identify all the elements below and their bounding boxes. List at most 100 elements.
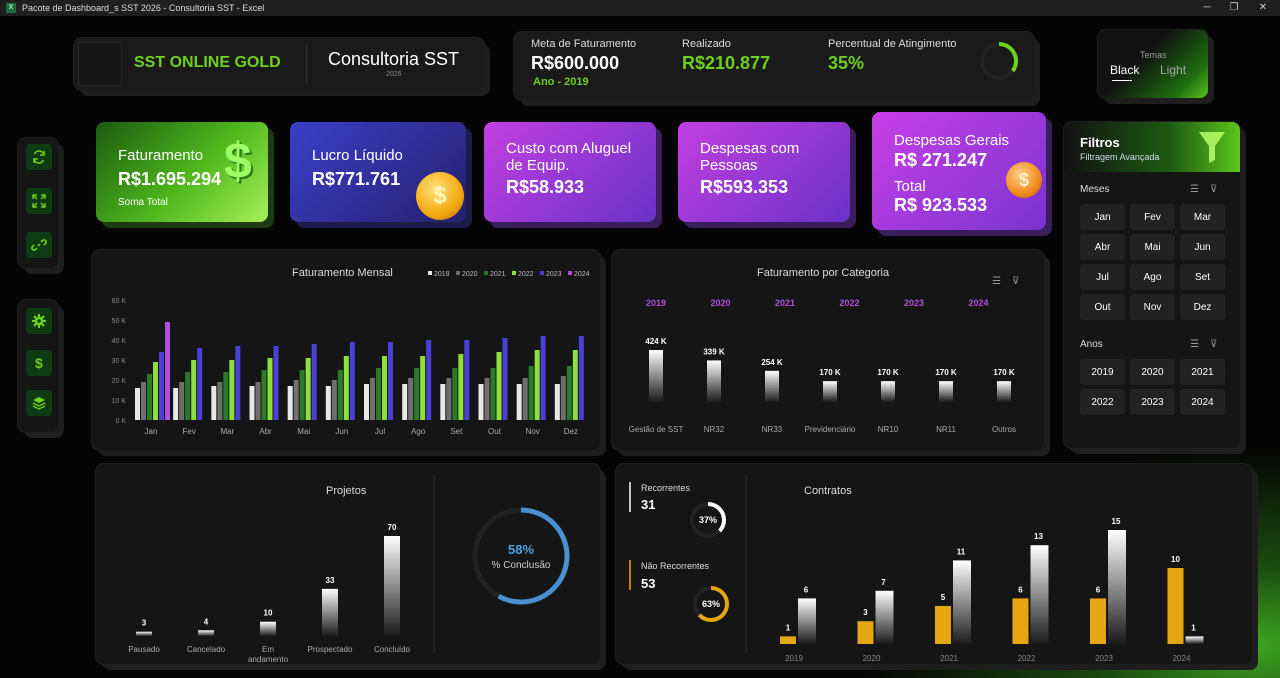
contract-bar-Não Recorrentes-2021 — [935, 606, 951, 644]
category-clear-filter-icon[interactable]: ⊽ — [1012, 276, 1019, 287]
category-header-year: 2024 — [968, 298, 988, 308]
bar-2022-Jan — [153, 362, 158, 420]
contract-x-label: 2023 — [1095, 654, 1113, 663]
contract-bar-Recorrentes-2023 — [1108, 530, 1126, 644]
filter-years-2023[interactable]: 2023 — [1130, 389, 1175, 415]
bar-2021-Abr — [261, 370, 267, 420]
x-tick-label: Fev — [182, 427, 195, 436]
window-title: Pacote de Dashboard_s SST 2026 - Consult… — [22, 3, 265, 13]
theme-light-option[interactable]: Light — [1160, 63, 1187, 77]
months-label: Meses — [1080, 184, 1110, 195]
filter-years-2020[interactable]: 2020 — [1130, 359, 1175, 385]
project-value-label: 33 — [326, 576, 335, 585]
filter-months-jan[interactable]: Jan — [1080, 204, 1125, 230]
legend-swatch-2021 — [484, 271, 488, 275]
monthly-chart-title: Faturamento Mensal — [292, 267, 393, 279]
bar-2021-Mai — [299, 370, 305, 420]
company-name: Consultoria SST — [328, 49, 460, 69]
contract-x-label: 2019 — [785, 654, 803, 663]
settings-button[interactable] — [26, 308, 52, 334]
contract-x-label: 2021 — [940, 654, 958, 663]
refresh-button[interactable] — [26, 144, 52, 170]
legend-swatch-2024 — [568, 271, 572, 275]
category-chart-title: Faturamento por Categoria — [757, 267, 890, 279]
contract-bar-Não Recorrentes-2024 — [1167, 568, 1184, 644]
filter-years-2019[interactable]: 2019 — [1080, 359, 1125, 385]
category-value-label: 254 K — [761, 358, 783, 367]
nao-recorrentes-percent: 63% — [702, 599, 720, 609]
bar-2020-Abr — [255, 382, 261, 420]
meta-label: Meta de Faturamento — [531, 38, 637, 50]
bar-2020-Set — [446, 378, 452, 420]
filter-years-2021[interactable]: 2021 — [1180, 359, 1225, 385]
months-multiselect-icon[interactable]: ☰ — [1190, 184, 1199, 195]
years-clear-filter-icon[interactable]: ⊽ — [1210, 339, 1218, 350]
restore-button[interactable]: ❐ — [1229, 2, 1239, 13]
bar-2023-Mai — [311, 344, 317, 420]
close-button[interactable]: ✕ — [1258, 2, 1268, 13]
contract-bar-Não Recorrentes-2020 — [857, 621, 874, 644]
bar-2022-Out — [496, 352, 502, 420]
category-multiselect-icon[interactable]: ☰ — [992, 276, 1001, 287]
contract-value-label: 15 — [1112, 517, 1121, 526]
bar-2023-Jun — [349, 342, 355, 420]
finance-button[interactable]: $ — [26, 350, 52, 376]
category-bar-5 — [939, 381, 953, 402]
filters-header: Filtros Filtragem Avançada — [1064, 122, 1240, 172]
category-bar-1 — [707, 360, 721, 402]
filter-years-2022[interactable]: 2022 — [1080, 389, 1125, 415]
bar-2020-Out — [484, 378, 490, 420]
category-x-label: NR11 — [936, 425, 956, 434]
category-x-label: Previdenciário — [805, 425, 856, 434]
theme-black-option[interactable]: Black — [1110, 63, 1140, 77]
minimize-button[interactable]: ─ — [1203, 2, 1211, 13]
bar-2023-Mar — [235, 346, 241, 420]
filter-months-dez[interactable]: Dez — [1180, 294, 1225, 320]
filter-months-mar[interactable]: Mar — [1180, 204, 1225, 230]
filter-months-jul[interactable]: Jul — [1080, 264, 1125, 290]
category-revenue-chart: Faturamento por Categoria ☰ ⊽ 2019 2020 20… — [629, 267, 1020, 434]
years-multiselect-icon[interactable]: ☰ — [1190, 339, 1199, 350]
bar-2022-Mar — [229, 360, 235, 420]
category-value-label: 339 K — [703, 347, 725, 356]
filter-months-out[interactable]: Out — [1080, 294, 1125, 320]
contract-bar-Recorrentes-2021 — [953, 560, 971, 644]
contract-bar-Não Recorrentes-2022 — [1012, 598, 1029, 644]
category-revenue-panel: Faturamento por Categoria ☰ ⊽ 2019 2020 20… — [612, 250, 1044, 450]
filter-months-set[interactable]: Set — [1180, 264, 1225, 290]
filter-months-jun[interactable]: Jun — [1180, 234, 1225, 260]
logo-placeholder — [78, 42, 122, 86]
legend-swatch-2019 — [428, 271, 432, 275]
layers-button[interactable] — [26, 390, 52, 416]
bar-2019-Nov — [516, 384, 522, 420]
filter-months-ago[interactable]: Ago — [1130, 264, 1175, 290]
months-clear-filter-icon[interactable]: ⊽ — [1210, 184, 1218, 195]
legend-label-2019: 2019 — [434, 271, 450, 278]
fullscreen-button[interactable] — [26, 188, 52, 214]
expand-icon — [32, 194, 46, 208]
percent-value: 35% — [828, 53, 865, 73]
project-bar-0 — [136, 631, 152, 636]
legend-label-2022: 2022 — [518, 271, 534, 278]
years-label: Anos — [1080, 339, 1103, 350]
filter-years-2024[interactable]: 2024 — [1180, 389, 1225, 415]
contract-bar-Recorrentes-2024 — [1185, 636, 1204, 644]
contract-value-label: 10 — [1171, 555, 1180, 564]
theme-selected-underline — [1112, 80, 1132, 81]
filter-months-nov[interactable]: Nov — [1130, 294, 1175, 320]
bar-2020-Jul — [370, 378, 375, 420]
link-button[interactable] — [26, 232, 52, 258]
realizado-value: R$210.877 — [682, 53, 771, 73]
filter-months-mai[interactable]: Mai — [1130, 234, 1175, 260]
bar-2020-Jan — [141, 382, 146, 420]
x-tick-label: Nov — [526, 427, 540, 436]
filter-months-abr[interactable]: Abr — [1080, 234, 1125, 260]
x-tick-label: Ago — [411, 427, 426, 436]
contract-value-label: 7 — [881, 578, 886, 587]
kpi-faturamento-title: Faturamento — [118, 147, 204, 164]
project-x-label: Cancelado — [187, 645, 226, 654]
x-tick-label: Set — [450, 427, 463, 436]
bar-2019-Ago — [402, 384, 408, 420]
gear-icon — [32, 314, 46, 328]
filter-months-fev[interactable]: Fev — [1130, 204, 1175, 230]
